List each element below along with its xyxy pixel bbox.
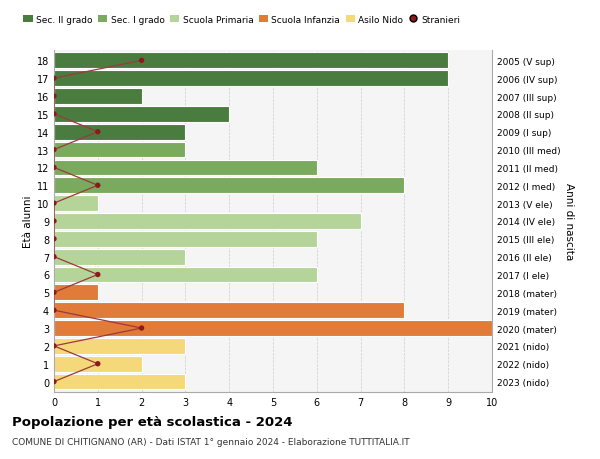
Bar bbox=[54, 356, 142, 372]
Bar bbox=[54, 374, 185, 390]
Point bbox=[93, 182, 103, 190]
Point bbox=[93, 360, 103, 368]
Bar bbox=[54, 124, 185, 140]
Point bbox=[49, 146, 59, 154]
Bar bbox=[54, 107, 229, 123]
Text: Popolazione per età scolastica - 2024: Popolazione per età scolastica - 2024 bbox=[12, 415, 293, 428]
Point bbox=[137, 325, 146, 332]
Bar bbox=[54, 178, 404, 194]
Bar bbox=[54, 89, 142, 105]
Point bbox=[49, 200, 59, 207]
Bar bbox=[54, 285, 98, 301]
Point bbox=[49, 93, 59, 101]
Bar bbox=[54, 71, 448, 87]
Point bbox=[49, 75, 59, 83]
Point bbox=[49, 235, 59, 243]
Y-axis label: Anni di nascita: Anni di nascita bbox=[565, 183, 574, 260]
Point bbox=[49, 218, 59, 225]
Point bbox=[49, 111, 59, 118]
Bar bbox=[54, 160, 317, 176]
Bar bbox=[54, 213, 361, 230]
Point bbox=[49, 164, 59, 172]
Legend: Sec. II grado, Sec. I grado, Scuola Primaria, Scuola Infanzia, Asilo Nido, Stran: Sec. II grado, Sec. I grado, Scuola Prim… bbox=[23, 16, 460, 25]
Point bbox=[49, 378, 59, 386]
Bar bbox=[54, 53, 448, 69]
Bar bbox=[54, 267, 317, 283]
Point bbox=[49, 289, 59, 297]
Y-axis label: Età alunni: Età alunni bbox=[23, 195, 32, 248]
Point bbox=[49, 307, 59, 314]
Point bbox=[93, 271, 103, 279]
Bar bbox=[54, 142, 185, 158]
Bar bbox=[54, 338, 185, 354]
Bar bbox=[54, 196, 98, 212]
Point bbox=[137, 57, 146, 65]
Bar bbox=[54, 231, 317, 247]
Bar bbox=[54, 302, 404, 319]
Point bbox=[93, 129, 103, 136]
Text: COMUNE DI CHITIGNANO (AR) - Dati ISTAT 1° gennaio 2024 - Elaborazione TUTTITALIA: COMUNE DI CHITIGNANO (AR) - Dati ISTAT 1… bbox=[12, 437, 410, 446]
Bar bbox=[54, 320, 492, 336]
Point bbox=[49, 253, 59, 261]
Bar bbox=[54, 249, 185, 265]
Point bbox=[49, 342, 59, 350]
